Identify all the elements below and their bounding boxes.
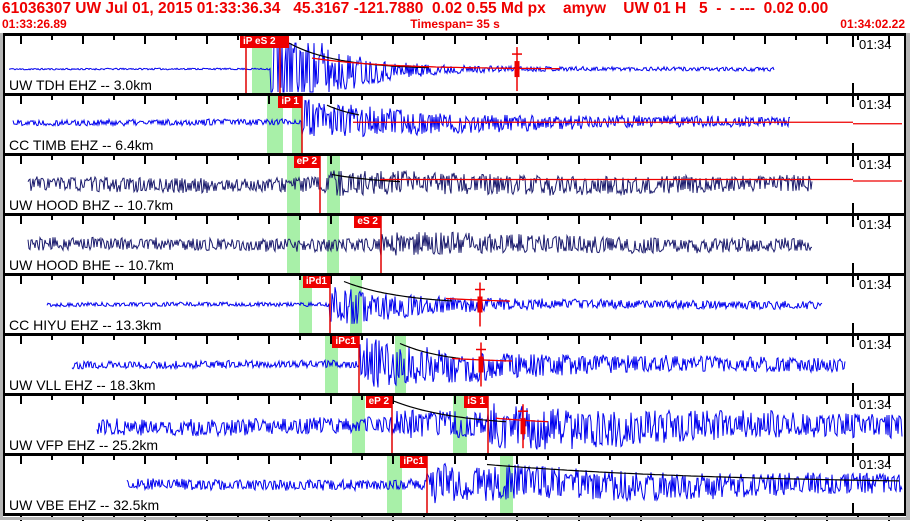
coda-decay-curve (331, 173, 401, 183)
minute-mark-label: 01:34 (859, 157, 892, 172)
station-label: UW VFP EHZ -- 25.2km (9, 437, 159, 453)
minute-mark-label: 01:34 (859, 97, 892, 112)
waveform-canvas (3, 96, 906, 153)
waveform-canvas (3, 36, 906, 93)
trace-panel-2[interactable]: iP 1 CC TIMB EHZ -- 6.4km 01:34 (3, 93, 906, 153)
minute-mark-label: 01:34 (859, 277, 892, 292)
minute-mark-label: 01:34 (859, 337, 892, 352)
time-window-bar: 01:33:26.89 Timespan= 35 s 01:34:02.22 (0, 17, 910, 32)
pick-flag[interactable]: iPd1 (302, 276, 330, 288)
noise-window-highlight (252, 36, 272, 93)
coda-end-block (477, 296, 483, 313)
frame-bottom (0, 517, 910, 520)
window-start-time: 01:33:26.89 (2, 17, 67, 31)
station-label: UW TDH EHZ -- 3.0km (9, 77, 152, 93)
noise-window-highlight (395, 336, 406, 393)
seismogram-trace[interactable] (9, 42, 775, 93)
pick-flag[interactable]: eS 2 (354, 216, 381, 228)
station-label: CC TIMB EHZ -- 6.4km (9, 137, 154, 153)
noise-window-highlight (387, 456, 402, 513)
event-header: 61036307 UW Jul 01, 2015 01:33:36.34 45.… (2, 0, 829, 17)
trace-panel-5[interactable]: iPd1 CC HIYU EHZ -- 13.3km 01:34 (3, 273, 906, 333)
waveform-canvas (3, 156, 906, 213)
coda-decay-curve (288, 42, 430, 69)
seismogram-trace[interactable] (27, 169, 813, 197)
pick-flag[interactable]: iP 1 (278, 96, 302, 108)
seismogram-trace[interactable] (71, 338, 846, 388)
waveform-canvas (3, 276, 906, 333)
waveform-canvas (3, 456, 906, 513)
noise-window-highlight (292, 96, 302, 153)
timespan-label: Timespan= 35 s (410, 17, 500, 31)
trace-panel-4[interactable]: eS 2 UW HOOD BHE -- 10.7km 01:34 (3, 213, 906, 273)
waveform-canvas (3, 336, 906, 393)
waveform-canvas (3, 216, 906, 273)
waveform-canvas (3, 396, 906, 453)
trace-panel-3[interactable]: eP 2 UW HOOD BHZ -- 10.7km 01:34 (3, 153, 906, 213)
seismogram-trace[interactable] (27, 231, 812, 256)
minute-mark-label: 01:34 (859, 397, 892, 412)
waveform-panel-stack: iP eS 2 UW TDH EHZ -- 3.0km 01:34 iP 1 CC TI… (3, 33, 906, 516)
pick-flag[interactable]: eP 2 (365, 396, 392, 408)
seismogram-trace[interactable] (46, 287, 823, 324)
coda-decay-curve (343, 280, 453, 302)
pick-flag[interactable]: eP 2 (293, 156, 320, 168)
noise-window-highlight (267, 96, 283, 153)
seismogram-trace[interactable] (96, 403, 903, 450)
frame-left (0, 33, 3, 520)
noise-window-highlight (327, 216, 339, 273)
trace-panel-8[interactable]: iPc1 UW VBE EHZ -- 32.5km 01:34 (3, 453, 906, 516)
pick-flag[interactable]: iP eS 2 (240, 36, 289, 48)
pick-flag[interactable]: iPc1 (400, 456, 427, 468)
trace-panel-6[interactable]: iPc1 UW VLL EHZ -- 18.3km 01:34 (3, 333, 906, 393)
coda-decay-curve (326, 104, 360, 116)
station-label: UW VLL EHZ -- 18.3km (9, 377, 156, 393)
seismogram-trace[interactable] (12, 99, 791, 138)
trace-panel-1[interactable]: iP eS 2 UW TDH EHZ -- 3.0km 01:34 (3, 33, 906, 93)
window-end-time: 01:34:02.22 (840, 17, 905, 31)
coda-end-block (520, 418, 526, 435)
noise-window-highlight (327, 156, 340, 213)
noise-window-highlight (287, 216, 300, 273)
station-label: CC HIYU EHZ -- 13.3km (9, 317, 162, 333)
frame-right (906, 33, 910, 520)
coda-decay-curve (486, 463, 900, 482)
pick-flag[interactable]: iS 1 (464, 396, 488, 408)
pick-flag[interactable]: iPc1 (332, 336, 359, 348)
minute-mark-label: 01:34 (859, 217, 892, 232)
coda-decay-curve (399, 342, 461, 360)
station-label: UW VBE EHZ -- 32.5km (9, 497, 160, 513)
seismogram-trace[interactable] (126, 462, 903, 504)
station-label: UW HOOD BHE -- 10.7km (9, 257, 174, 273)
coda-end-block (478, 356, 484, 373)
noise-window-highlight (453, 396, 467, 453)
station-label: UW HOOD BHZ -- 10.7km (9, 197, 174, 213)
trace-panel-7[interactable]: eP 2 iS 1 UW VFP EHZ -- 25.2km 01:34 (3, 393, 906, 453)
coda-end-block (514, 61, 520, 78)
noise-window-highlight (299, 276, 312, 333)
minute-mark-label: 01:34 (859, 457, 892, 472)
minute-mark-label: 01:34 (859, 37, 892, 52)
